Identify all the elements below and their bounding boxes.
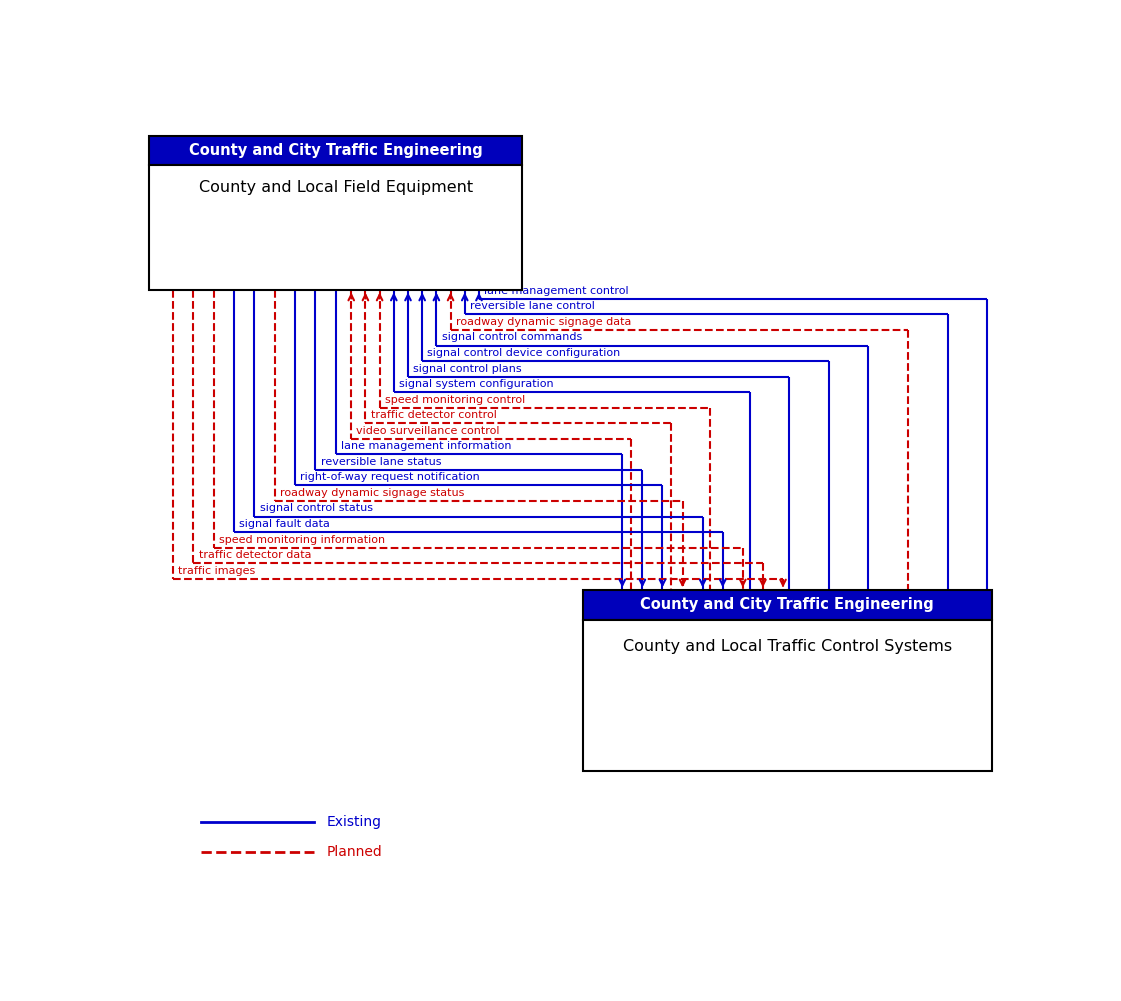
Text: Existing: Existing bbox=[327, 815, 382, 829]
Text: signal control commands: signal control commands bbox=[442, 332, 582, 342]
Text: traffic detector data: traffic detector data bbox=[198, 551, 312, 561]
Text: signal control plans: signal control plans bbox=[414, 363, 522, 373]
Text: video surveillance control: video surveillance control bbox=[356, 425, 500, 435]
Text: lane management information: lane management information bbox=[341, 441, 511, 451]
Text: roadway dynamic signage status: roadway dynamic signage status bbox=[280, 487, 464, 497]
Bar bbox=[583, 620, 992, 772]
Text: reversible lane status: reversible lane status bbox=[321, 456, 441, 466]
Bar bbox=[149, 165, 522, 289]
Text: speed monitoring control: speed monitoring control bbox=[385, 394, 525, 404]
Text: speed monitoring information: speed monitoring information bbox=[219, 535, 386, 545]
Text: signal control device configuration: signal control device configuration bbox=[427, 348, 621, 358]
Text: County and City Traffic Engineering: County and City Traffic Engineering bbox=[188, 143, 482, 158]
Text: County and Local Field Equipment: County and Local Field Equipment bbox=[198, 180, 473, 195]
Text: right-of-way request notification: right-of-way request notification bbox=[300, 472, 480, 482]
Text: lane management control: lane management control bbox=[484, 286, 629, 296]
Text: Planned: Planned bbox=[327, 846, 382, 859]
Text: reversible lane control: reversible lane control bbox=[470, 301, 595, 311]
Text: signal control status: signal control status bbox=[260, 504, 372, 514]
Text: traffic detector control: traffic detector control bbox=[371, 410, 497, 420]
Bar bbox=[149, 135, 522, 165]
Bar bbox=[583, 591, 992, 620]
Text: traffic images: traffic images bbox=[178, 566, 256, 576]
Text: County and City Traffic Engineering: County and City Traffic Engineering bbox=[640, 598, 934, 613]
Text: signal fault data: signal fault data bbox=[239, 519, 331, 529]
Text: roadway dynamic signage data: roadway dynamic signage data bbox=[456, 317, 631, 327]
Text: County and Local Traffic Control Systems: County and Local Traffic Control Systems bbox=[623, 640, 952, 655]
Text: signal system configuration: signal system configuration bbox=[399, 379, 554, 389]
